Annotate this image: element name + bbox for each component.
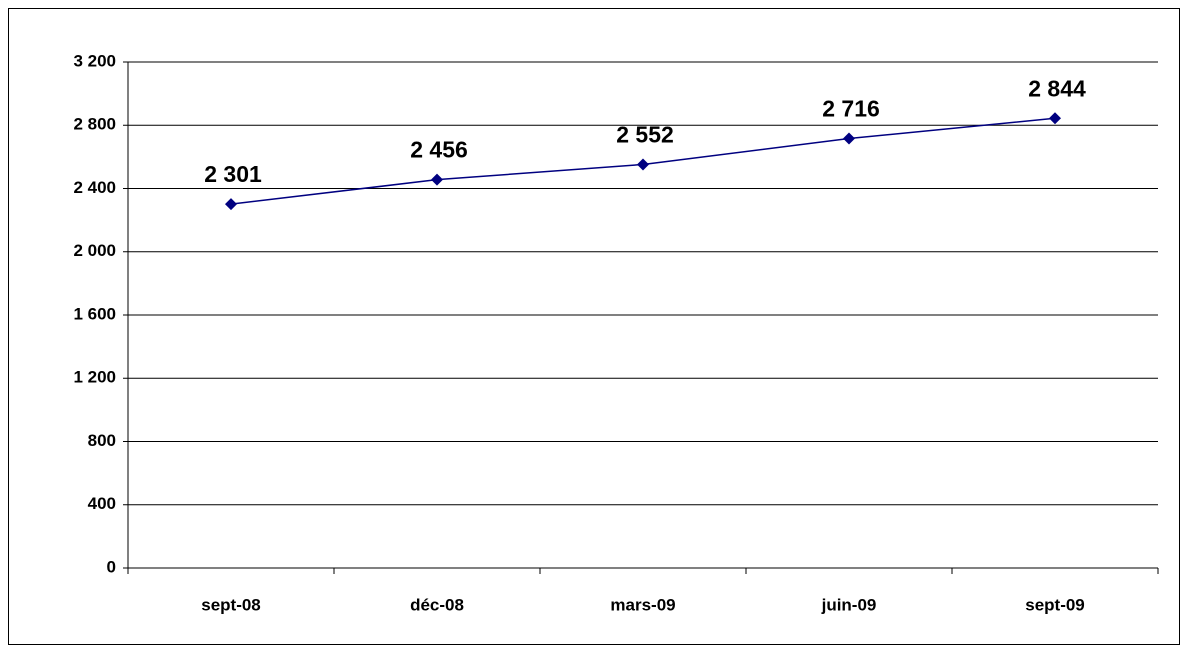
y-tick-label: 3 200 [73,51,116,70]
x-tick-label: sept-08 [201,595,261,614]
marker [431,173,443,186]
x-tick-label: sept-09 [1025,595,1085,614]
y-tick-label: 2 400 [73,178,116,197]
x-tick-label: mars-09 [610,595,675,614]
marker [843,132,855,145]
data-label: 2 552 [616,122,674,148]
y-tick-label: 0 [107,557,116,576]
y-tick-label: 2 800 [73,115,116,134]
y-tick-label: 400 [88,494,116,513]
x-tick-label: juin-09 [821,595,877,614]
data-label: 2 456 [410,137,468,163]
data-label: 2 301 [204,161,262,187]
marker [637,158,649,171]
marker [225,198,237,211]
data-label: 2 716 [822,96,880,122]
y-tick-label: 1 600 [73,304,116,323]
y-tick-label: 2 000 [73,241,116,260]
x-tick-label: déc-08 [410,595,464,614]
chart-border [8,8,1180,645]
marker [1049,112,1061,125]
data-label: 2 844 [1028,75,1086,101]
y-tick-label: 1 200 [73,368,116,387]
y-tick-label: 800 [88,431,116,450]
